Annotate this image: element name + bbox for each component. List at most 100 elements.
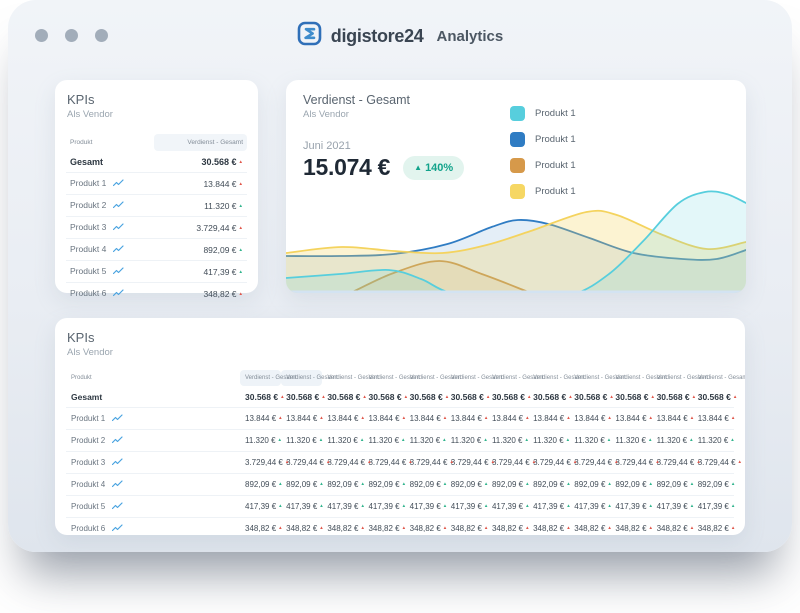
table-row[interactable]: Gesamt 30.568 € ▲ 30.568 € ▲ 30.568 € ▲ 30.568 …	[66, 386, 737, 408]
sparkline-icon[interactable]	[112, 523, 123, 534]
trend-down-icon: ▲	[691, 393, 697, 399]
sparkline-icon[interactable]	[112, 413, 123, 424]
table-row[interactable]: Produkt 2 11.320 € ▲	[66, 194, 247, 217]
wide-col-value[interactable]: Verdienst - Gesamt	[281, 370, 338, 386]
row-value: 3.729,44 € ▲	[651, 451, 701, 474]
row-value: 30.568 € ▲	[692, 386, 737, 408]
row-value: 3.729,44 € ▲	[281, 451, 330, 474]
row-value: 11.320 € ▲	[322, 429, 364, 452]
kpi-col-value[interactable]: Verdienst - Gesamt	[153, 134, 247, 151]
sparkline-icon[interactable]	[113, 179, 124, 189]
wide-col-value[interactable]: Verdienst - Gesamt	[409, 375, 461, 381]
sparkline-icon[interactable]	[113, 223, 124, 233]
table-row[interactable]: Produkt 3 3.729,44 € ▲ 3.729,44 € ▲ 3.729,44 …	[66, 451, 742, 474]
table-row[interactable]: Produkt 2 11.320 € ▲ 11.320 € ▲ 11.320 € ▲ 11.3…	[66, 429, 735, 452]
sparkline-icon[interactable]	[113, 267, 124, 277]
wide-col-value[interactable]: Verdienst - Gesamt	[240, 370, 296, 386]
chart-area	[286, 219, 746, 293]
row-value: 11.320 € ▲	[363, 429, 405, 452]
legend-item[interactable]: Produkt 1	[510, 158, 576, 173]
row-value: 11.320 € ▲	[153, 194, 247, 217]
window-controls	[35, 29, 108, 42]
window-control-dot[interactable]	[95, 29, 108, 42]
trend-down-icon: ▲	[401, 525, 407, 530]
row-value: 11.320 € ▲	[404, 429, 447, 452]
table-row[interactable]: Produkt 5 417,39 € ▲ 417,39 € ▲ 417,39 € ▲ 417,…	[66, 495, 735, 518]
legend-item[interactable]: Produkt 1	[510, 184, 576, 199]
row-product-name: Produkt 2	[66, 194, 154, 217]
row-value: 30.568 € ▲	[486, 386, 532, 408]
table-row[interactable]: Produkt 5 417,39 € ▲	[66, 260, 247, 283]
row-value: 11.320 € ▲	[486, 429, 529, 452]
trend-up-icon: ▲	[607, 503, 612, 508]
trend-down-icon: ▲	[607, 415, 612, 420]
wide-col-product[interactable]: Produkt	[71, 375, 92, 381]
sparkline-icon[interactable]	[113, 245, 124, 255]
trend-down-icon: ▲	[568, 393, 573, 399]
row-value: 3.729,44 € ▲	[322, 451, 372, 474]
trend-down-icon: ▲	[648, 525, 654, 530]
trend-down-icon: ▲	[607, 525, 612, 530]
row-value: 348,82 € ▲	[368, 524, 407, 533]
row-value: 11.320 € ▲	[692, 429, 735, 452]
table-row[interactable]: Produkt 1 13.844 € ▲	[66, 172, 247, 195]
trend-down-icon: ▲	[442, 525, 448, 530]
row-value: 3.729,44 € ▲	[486, 451, 536, 474]
table-row[interactable]: Produkt 6 348,82 € ▲ 348,82 € ▲ 348,82 € ▲ 348,…	[66, 518, 735, 536]
wide-col-value[interactable]: Verdienst - Gesamt	[697, 375, 745, 381]
sparkline-icon[interactable]	[112, 479, 123, 490]
table-row[interactable]: Produkt 4 892,09 € ▲	[66, 238, 247, 261]
row-value: 417,39 € ▲	[692, 495, 735, 518]
trend-down-icon: ▲	[238, 290, 243, 296]
trend-down-icon: ▲	[238, 158, 243, 164]
legend-item[interactable]: Produkt 1	[510, 132, 576, 147]
table-card-subtitle: Als Vendor	[67, 347, 113, 358]
app-title: Analytics	[436, 27, 504, 45]
window-control-dot[interactable]	[35, 29, 48, 42]
chart-line	[286, 219, 746, 261]
sparkline-icon[interactable]	[112, 501, 123, 512]
wide-col-value[interactable]: Verdienst - Gesamt	[574, 375, 626, 381]
kpi-card: KPIs Als Vendor Produkt Verdienst - Gesa…	[55, 80, 258, 299]
wide-col-value[interactable]: Verdienst - Gesamt	[491, 375, 544, 381]
wide-col-value[interactable]: Verdienst - Gesamt	[327, 375, 379, 381]
wide-col-value[interactable]: Verdienst - Gesamt	[615, 375, 667, 381]
area-chart[interactable]	[286, 187, 746, 293]
legend-label: Produkt 1	[535, 108, 576, 119]
row-value: 13.844 € ▲	[445, 407, 488, 430]
sparkline-icon[interactable]	[113, 201, 124, 211]
row-product-name: Produkt 5	[66, 260, 154, 283]
wide-col-value[interactable]: Verdienst - Gesamt	[656, 375, 708, 381]
wide-col-value[interactable]: Verdienst - Gesamt	[450, 375, 503, 381]
table-row[interactable]: Produkt 3 3.729,44 € ▲	[66, 216, 247, 239]
table-row[interactable]: Produkt 1 13.844 € ▲ 13.844 € ▲ 13.844 € ▲ 13.8…	[66, 407, 735, 430]
kpi-col-product[interactable]: Produkt	[70, 139, 93, 146]
legend-item[interactable]: Produkt 1	[510, 106, 576, 121]
table-row[interactable]: Produkt 6 348,82 € ▲	[66, 283, 247, 305]
app-logo: digistore24 Analytics	[8, 21, 792, 51]
trend-up-icon: ▲	[648, 481, 654, 486]
row-value: 11.320 € ▲	[240, 429, 282, 452]
sparkline-icon[interactable]	[112, 457, 123, 468]
row-value: 417,39 € ▲	[404, 495, 447, 518]
table-row[interactable]: Produkt 4 892,09 € ▲ 892,09 € ▲ 892,09 € ▲ 892,…	[66, 473, 735, 496]
trend-down-icon: ▲	[689, 415, 695, 420]
trend-up-icon: ▲	[238, 268, 243, 274]
trend-up-icon: ▲	[319, 481, 324, 486]
row-value: 30.568 € ▲	[153, 151, 247, 173]
row-value: 417,39 € ▲	[363, 495, 406, 518]
row-product-name: Produkt 6	[66, 283, 154, 305]
row-value: 892,09 € ▲	[692, 473, 735, 496]
row-product-name: Produkt 6	[66, 518, 240, 536]
wide-col-value[interactable]: Verdienst - Gesamt	[533, 375, 585, 381]
table-row[interactable]: Gesamt 30.568 € ▲	[66, 151, 247, 173]
row-product-name: Produkt 4	[66, 473, 240, 496]
sparkline-icon[interactable]	[112, 435, 123, 446]
row-value: 892,09 € ▲	[153, 238, 247, 261]
kpi-table: Produkt Verdienst - Gesamt Gesamt 30.568 …	[66, 134, 247, 304]
sparkline-icon[interactable]	[113, 289, 124, 299]
trend-down-icon: ▲	[442, 415, 448, 420]
row-value: 30.568 € ▲	[569, 386, 614, 408]
wide-col-value[interactable]: Verdienst - Gesamt	[368, 375, 420, 381]
window-control-dot[interactable]	[65, 29, 78, 42]
